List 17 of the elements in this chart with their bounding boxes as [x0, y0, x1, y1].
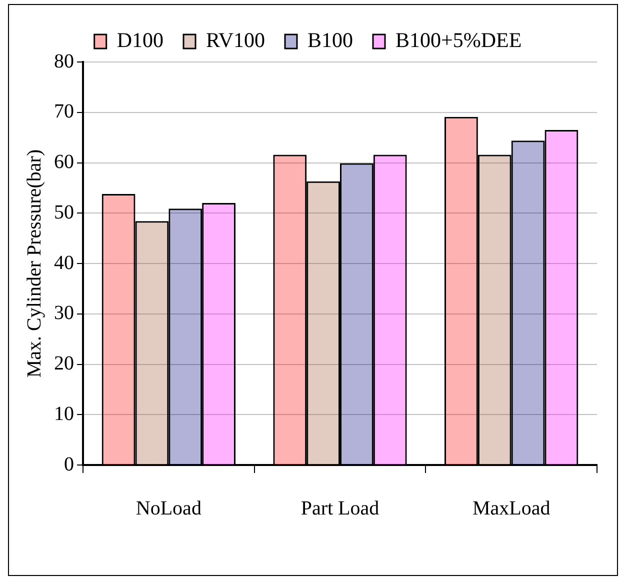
y-tick-label: 30	[54, 302, 74, 324]
y-tick-label: 70	[54, 100, 74, 123]
y-tick-label: 80	[54, 50, 74, 72]
y-tick-label: 20	[54, 352, 74, 374]
y-tick-label: 60	[54, 151, 74, 173]
x-tick-label: Part Load	[300, 497, 380, 520]
y-tick-label: 50	[54, 201, 74, 224]
y-tick-label: 40	[54, 252, 74, 274]
x-tick-label: NoLoad	[136, 497, 202, 520]
x-tick-label: MaxLoad	[472, 497, 550, 520]
y-axis-title: Max. Cylinder Pressure(bar)	[23, 149, 46, 378]
y-tick-label: 10	[54, 402, 74, 425]
legend-label: B100	[307, 28, 354, 52]
y-tick-label: 0	[64, 453, 74, 476]
legend-label: B100+5%DEE	[396, 28, 522, 52]
legend-label: D100	[116, 28, 164, 52]
legend-label: RV100	[206, 28, 265, 52]
